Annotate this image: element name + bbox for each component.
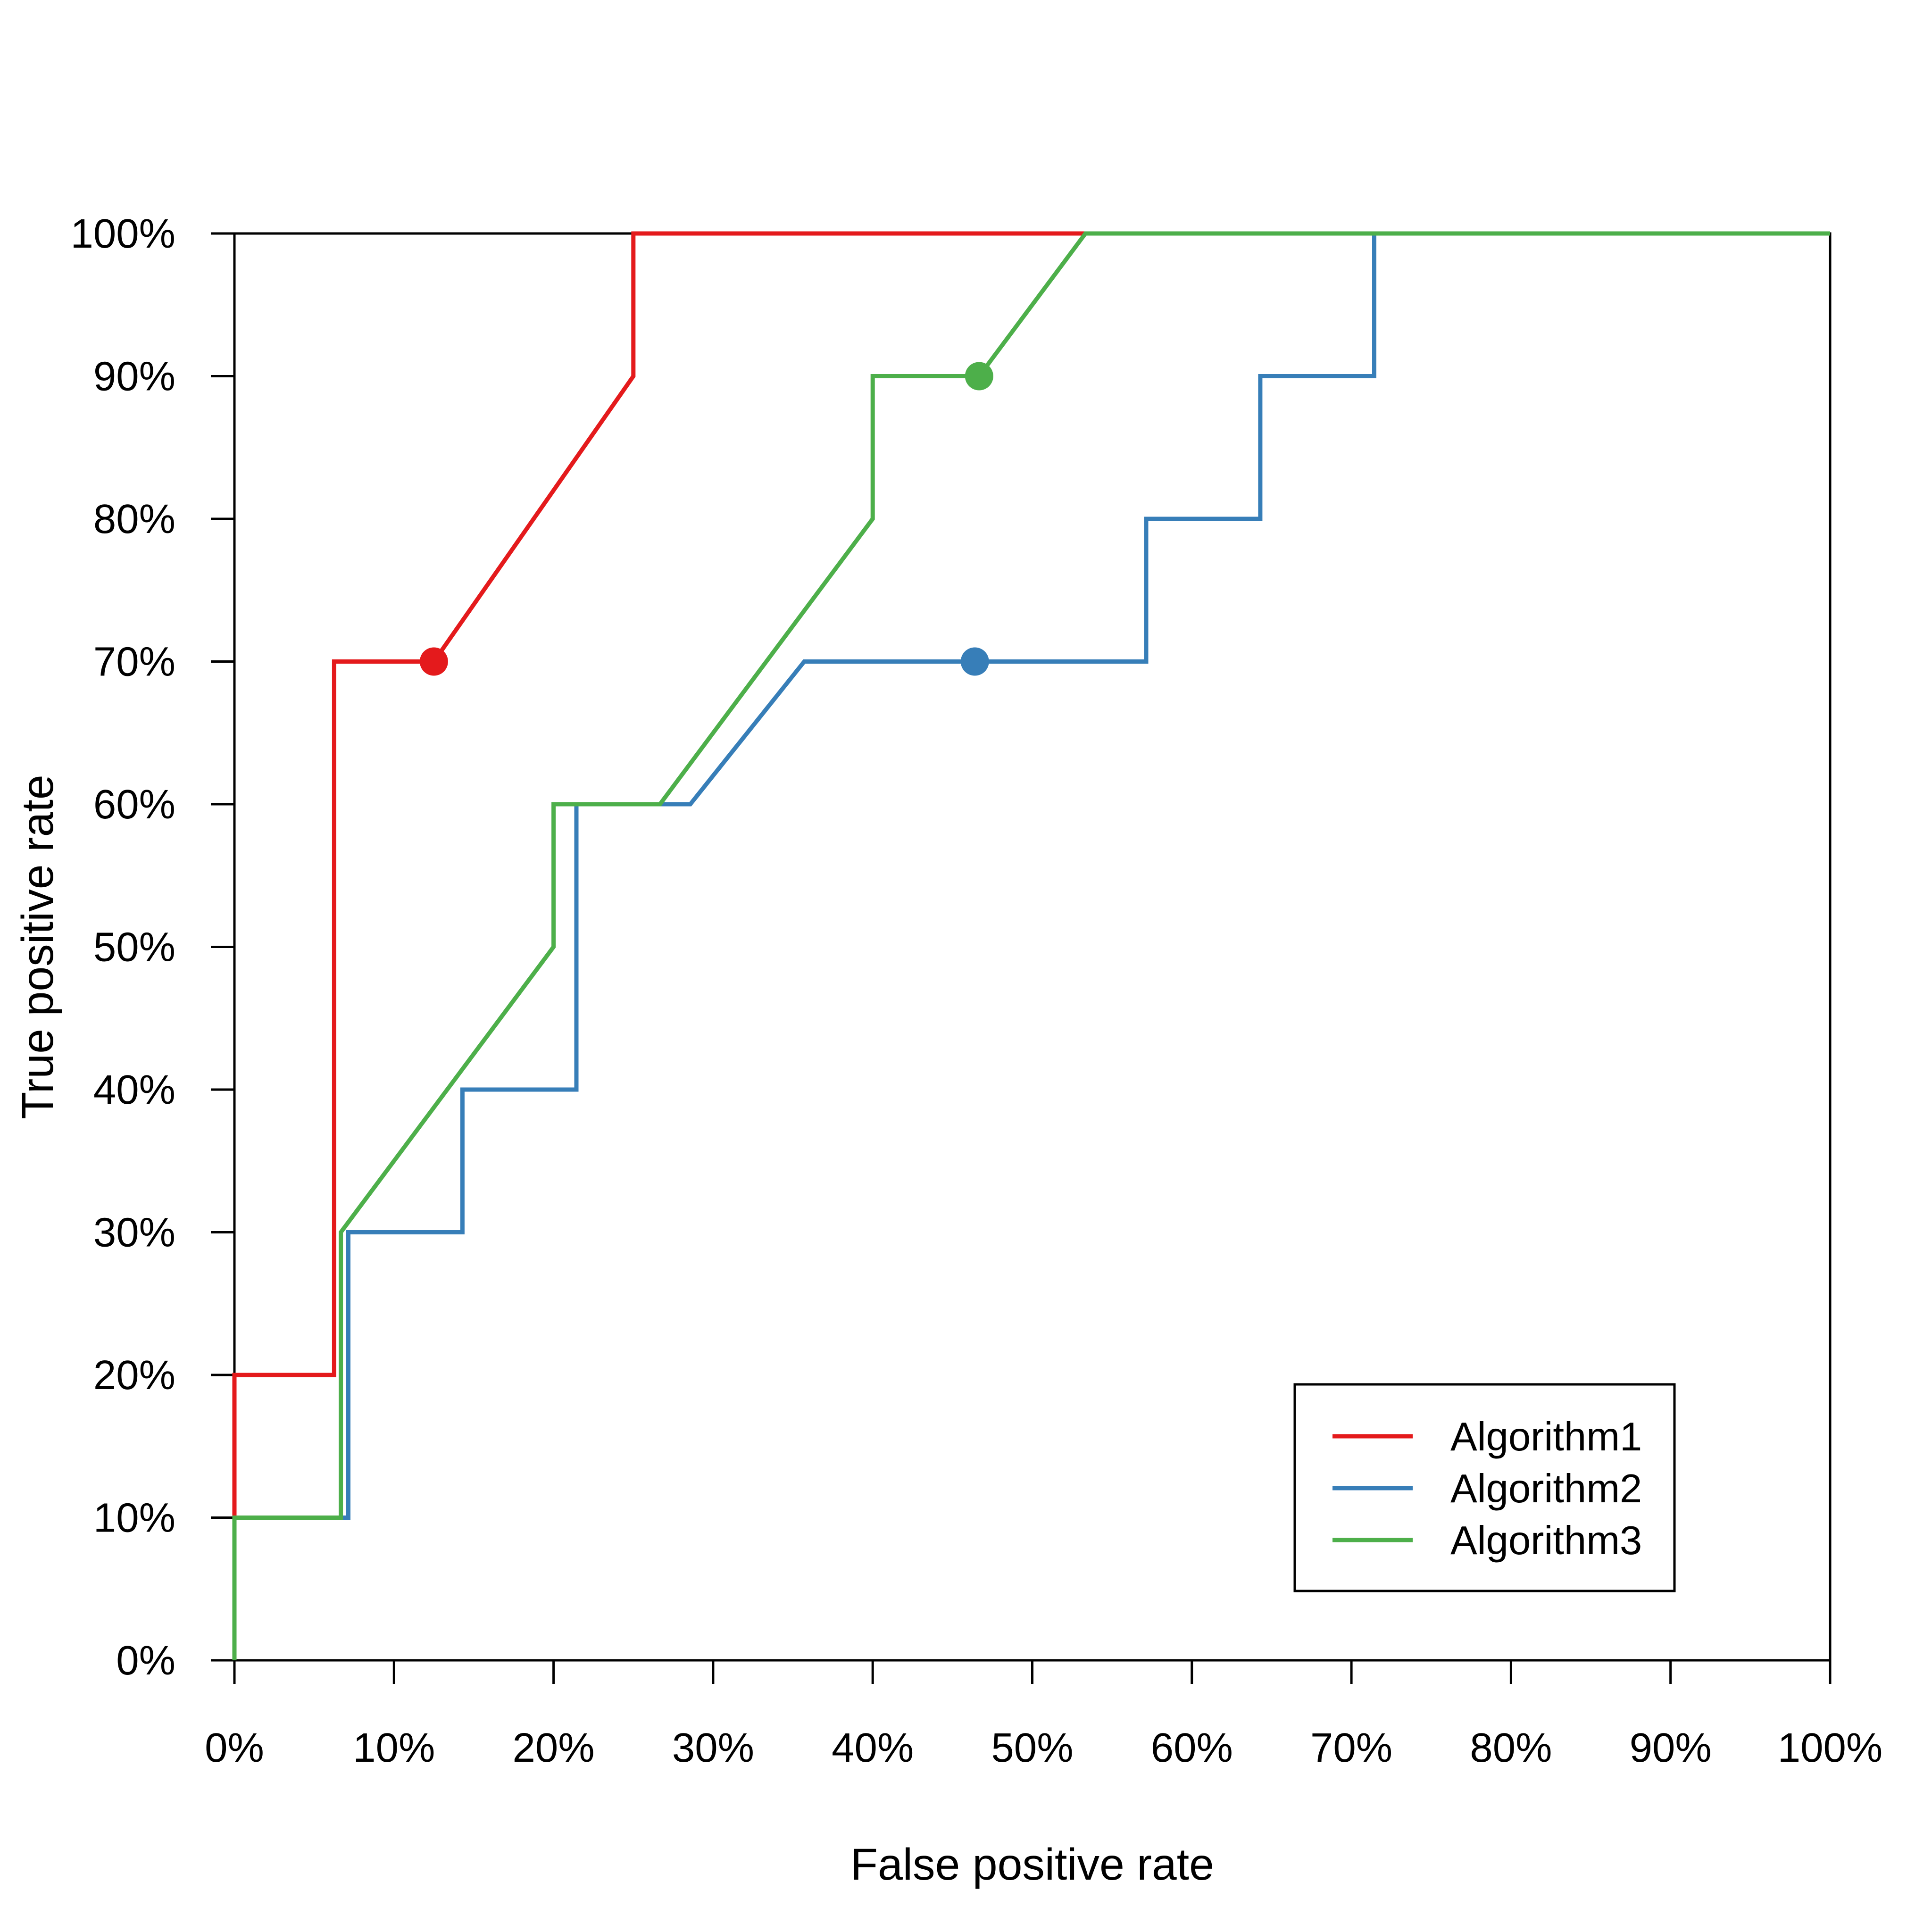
x-tick-label: 60% (1151, 1725, 1233, 1771)
series-markers (419, 362, 993, 676)
y-tick-label: 90% (93, 354, 175, 400)
legend: Algorithm1 Algorithm2 Algorithm3 (1293, 1383, 1676, 1592)
series-marker-algorithm2 (960, 647, 989, 676)
series-line-algorithm1 (232, 231, 1830, 1660)
legend-items: Algorithm1 Algorithm2 Algorithm3 (1332, 1415, 1642, 1563)
series-marker-algorithm3 (965, 362, 993, 391)
y-axis-title: True positive rate (13, 774, 63, 1119)
x-tick-label: 70% (1310, 1725, 1392, 1771)
y-tick-label: 50% (93, 924, 175, 970)
y-tick-label: 70% (93, 639, 175, 685)
series-line-algorithm2 (232, 231, 1830, 1660)
y-tick-label: 80% (93, 496, 175, 542)
series-marker-algorithm1 (419, 647, 448, 676)
y-tick-label: 100% (70, 211, 175, 257)
legend-label-algorithm3: Algorithm3 (1450, 1518, 1642, 1563)
x-tick-label: 50% (991, 1725, 1073, 1771)
y-tick-label: 40% (93, 1067, 175, 1113)
y-tick-label: 10% (93, 1495, 175, 1541)
x-tick-label: 40% (832, 1725, 914, 1771)
y-tick-label: 0% (116, 1638, 175, 1683)
x-tick-label: 90% (1630, 1725, 1712, 1771)
x-tick-label: 100% (1778, 1725, 1883, 1771)
x-tick-label: 30% (672, 1725, 754, 1771)
series-line-algorithm3 (232, 231, 1830, 1660)
series-lines (232, 231, 1830, 1660)
x-tick-label: 80% (1470, 1725, 1552, 1771)
x-tick-label: 0% (205, 1725, 264, 1771)
y-tick-label: 20% (93, 1352, 175, 1398)
y-tick-label: 30% (93, 1210, 175, 1256)
y-tick-label: 60% (93, 782, 175, 827)
legend-label-algorithm2: Algorithm2 (1450, 1466, 1642, 1511)
axes: 0% 10% 20% 30% 40% 50% 60% 70% 80% 90% 100% 0% 10% 20… (70, 211, 1882, 1771)
x-tick-label: 10% (353, 1725, 435, 1771)
x-tick-label: 20% (513, 1725, 595, 1771)
x-axis-title: False positive rate (850, 1840, 1214, 1890)
legend-label-algorithm1: Algorithm1 (1450, 1415, 1642, 1459)
